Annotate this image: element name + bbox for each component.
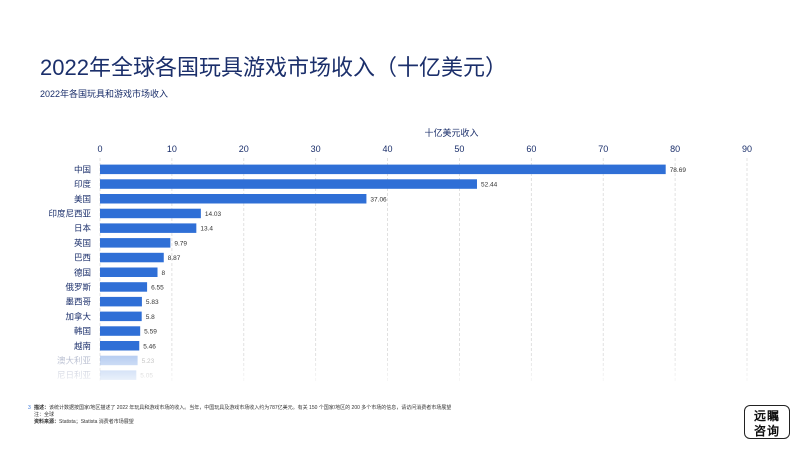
data-label: 5.8 xyxy=(146,314,155,321)
bar xyxy=(100,267,158,277)
bar xyxy=(100,311,142,322)
source-line: 资料来源：Statista；Statista 消费者市场展望 xyxy=(34,419,724,426)
page-number: 3 xyxy=(28,405,31,411)
source-text: Statista；Statista 消费者市场展望 xyxy=(59,419,134,425)
logo-line-2: 咨询 xyxy=(753,424,780,438)
data-label: 52.44 xyxy=(481,182,498,189)
x-tick-label: 40 xyxy=(383,144,393,154)
y-category-label: 俄罗斯 xyxy=(65,282,91,293)
x-tick-label: 0 xyxy=(97,144,102,154)
data-label: 8 xyxy=(162,270,166,277)
y-category-label: 德国 xyxy=(74,267,91,278)
y-category-label: 日本 xyxy=(74,223,92,234)
bar xyxy=(100,208,201,219)
x-tick-label: 90 xyxy=(742,144,752,154)
y-category-label: 英国 xyxy=(74,238,91,249)
bar xyxy=(100,238,171,248)
y-category-label: 美国 xyxy=(74,194,91,205)
data-label: 5.59 xyxy=(144,329,157,336)
x-tick-label: 10 xyxy=(167,144,177,154)
data-label: 5.46 xyxy=(143,343,156,350)
bar-chart: 十亿美元收入 0 10 20 30 40 50 60 70 80 90 中国 78.69 印度 52.44 美… xyxy=(48,127,752,383)
y-category-label: 印度 xyxy=(74,179,92,190)
x-tick-label: 70 xyxy=(598,144,608,154)
bar xyxy=(100,370,137,380)
y-category-label: 巴西 xyxy=(74,254,91,264)
bar xyxy=(100,252,164,263)
data-label: 78.69 xyxy=(670,167,687,174)
bar xyxy=(100,326,141,336)
data-label: 8.87 xyxy=(168,255,181,262)
data-label: 5.23 xyxy=(142,358,155,365)
x-tick-label: 80 xyxy=(670,144,680,154)
x-axis-title: 十亿美元收入 xyxy=(424,127,478,138)
description-label: 描述： xyxy=(34,405,50,411)
bar xyxy=(100,296,142,307)
data-label: 14.03 xyxy=(205,211,222,218)
data-label: 37.06 xyxy=(370,196,387,203)
y-category-label: 印度尼西亚 xyxy=(48,208,91,219)
y-category-label: 尼日利亚 xyxy=(57,370,92,381)
note-label: 注： xyxy=(34,412,45,418)
source-label: 资料来源： xyxy=(34,419,60,425)
bar xyxy=(100,179,477,189)
y-category-label: 澳大利亚 xyxy=(57,355,92,366)
y-category-label: 越南 xyxy=(74,341,91,352)
data-label: 5.83 xyxy=(146,299,159,306)
note-text: 全球 xyxy=(44,412,55,418)
y-category-label: 韩国 xyxy=(74,326,91,337)
footer-notes: 描述：该统计数据按国家/地区描述了 2022 年玩具和游戏市场的收入。当年，中国… xyxy=(34,405,724,426)
data-label: 5.05 xyxy=(140,373,153,380)
page-title: 2022年全球各国玩具游戏市场收入（十亿美元） xyxy=(40,55,507,80)
page-subtitle: 2022年各国玩具和游戏市场收入 xyxy=(40,89,169,99)
bar xyxy=(100,282,148,292)
bar xyxy=(100,341,140,351)
bar xyxy=(100,164,666,175)
bar xyxy=(100,223,197,233)
x-tick-label: 60 xyxy=(526,144,536,154)
description-text: 该统计数据按国家/地区描述了 2022 年玩具和游戏市场的收入。当年，中国玩具及… xyxy=(49,405,452,411)
data-label: 13.4 xyxy=(200,226,213,233)
brand-logo: 远瞩 咨询 xyxy=(744,405,790,439)
y-category-label: 墨西哥 xyxy=(65,298,91,308)
logo-line-1: 远瞩 xyxy=(753,409,780,423)
data-label: 6.55 xyxy=(151,284,164,291)
description-line: 描述：该统计数据按国家/地区描述了 2022 年玩具和游戏市场的收入。当年，中国… xyxy=(34,405,724,412)
bar xyxy=(100,355,138,366)
x-tick-label: 30 xyxy=(311,144,321,154)
y-category-label: 加拿大 xyxy=(65,311,91,322)
bar xyxy=(100,194,367,204)
note-line: 注：全球 xyxy=(34,412,724,419)
x-tick-label: 50 xyxy=(454,144,464,154)
data-label: 9.79 xyxy=(174,240,187,247)
x-tick-label: 20 xyxy=(239,144,249,154)
y-category-label: 中国 xyxy=(74,164,91,175)
